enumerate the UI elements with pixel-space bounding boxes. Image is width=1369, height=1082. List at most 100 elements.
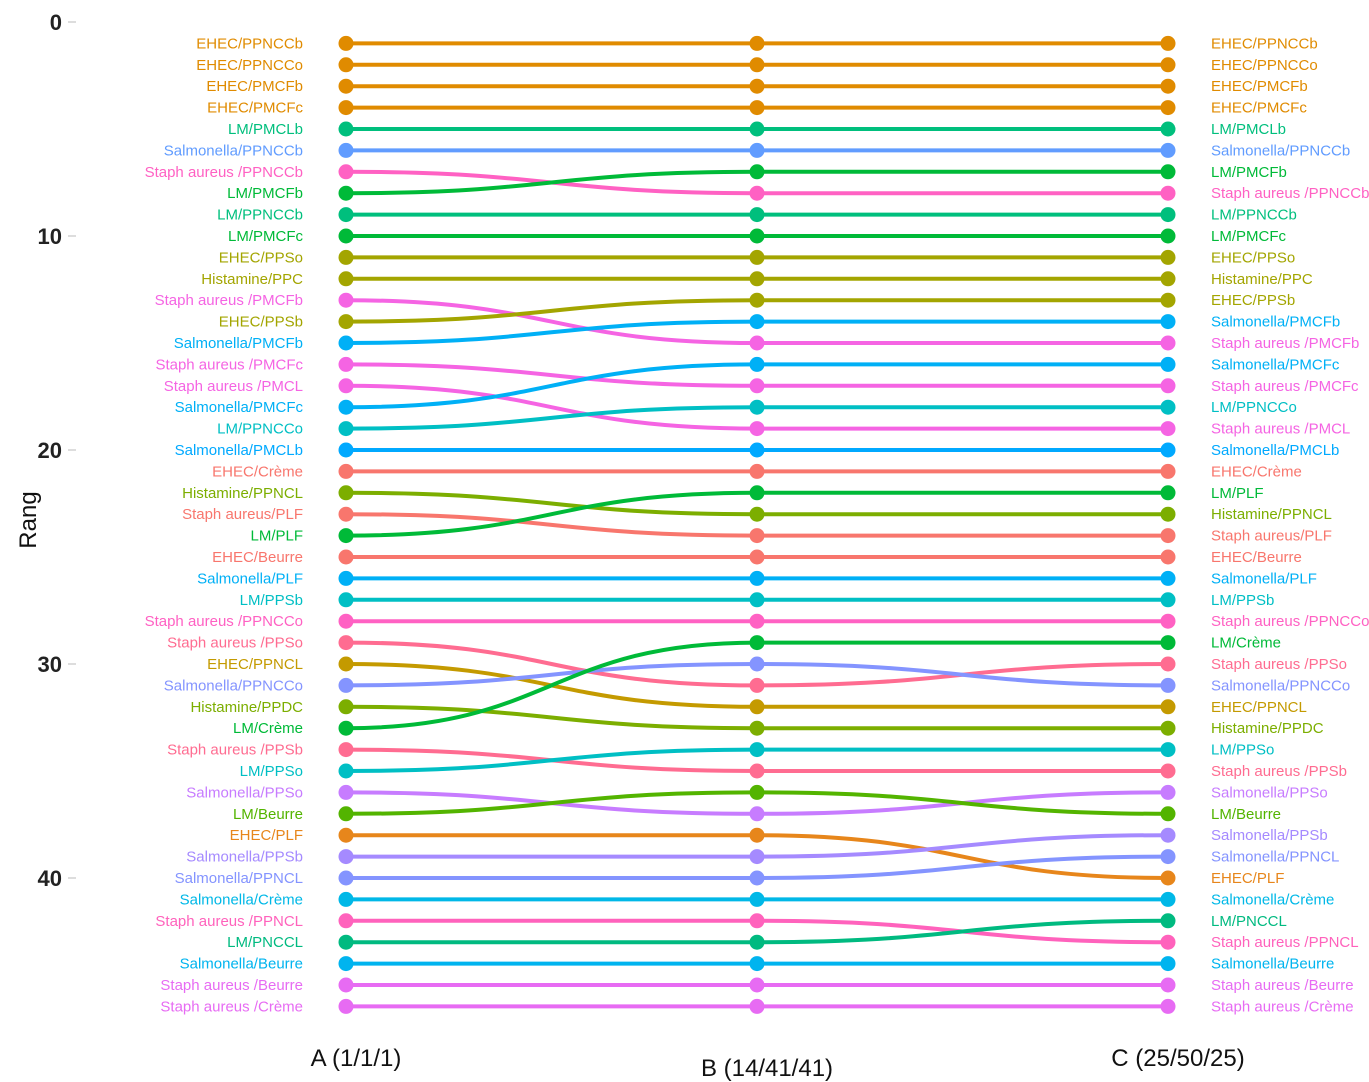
series-point-ehec-pmcfb-0 [338, 78, 354, 94]
series-point-lm-pmcfc-0 [338, 228, 354, 244]
right-label-lm-ppsb: LM/PPSb [1211, 592, 1274, 609]
left-label-ehec-ppnccb: EHEC/PPNCCb [196, 35, 303, 52]
series-point-salmonella-ppnccb-0 [338, 142, 354, 158]
left-label-staph-aureus-pmcfc: Staph aureus /PMCFc [155, 356, 303, 373]
series-point-histamine-ppncl-2 [1160, 506, 1176, 522]
series-point-staph-aureus-beurre-0 [338, 977, 354, 993]
right-label-lm-ppso: LM/PPSo [1211, 742, 1274, 759]
left-label-salmonella-ppnccb: Salmonella/PPNCCb [164, 142, 303, 159]
right-label-ehec-pmcfc: EHEC/PMCFc [1211, 100, 1307, 117]
series-point-ehec-ppncl-0 [338, 656, 354, 672]
series-point-salmonella-pmcfc-1 [749, 356, 765, 372]
series-point-lm-pmcfb-1 [749, 164, 765, 180]
series-point-lm-ppncco-0 [338, 421, 354, 437]
left-label-staph-aureus-ppnccb: Staph aureus /PPNCCb [145, 164, 303, 181]
x-axis: A (1/1/1) B (14/41/41) C (25/50/25) [311, 1045, 1245, 1082]
left-label-staph-aureus-beurre: Staph aureus /Beurre [160, 977, 303, 994]
right-label-staph-aureus-pmcfc: Staph aureus /PMCFc [1211, 378, 1359, 395]
series-point-ehec-pmcfb-2 [1160, 78, 1176, 94]
y-axis: 0 10 20 30 40 [38, 10, 76, 891]
right-label-salmonella-pmcfb: Salmonella/PMCFb [1211, 314, 1340, 331]
series-point-staph-aureus-cr-me-0 [338, 998, 354, 1014]
series-point-salmonella-pmclb-1 [749, 442, 765, 458]
series-point-lm-plf-2 [1160, 485, 1176, 501]
y-tick-label-0: 0 [50, 10, 62, 35]
left-label-salmonella-ppsb: Salmonella/PPSb [186, 849, 303, 866]
y-tick-label-20: 20 [38, 438, 62, 463]
series-point-histamine-ppc-2 [1160, 271, 1176, 287]
right-label-lm-pmclb: LM/PMCLb [1211, 121, 1286, 138]
series-point-lm-ppnccb-2 [1160, 207, 1176, 223]
series-point-ehec-plf-2 [1160, 870, 1176, 886]
series-point-histamine-ppdc-0 [338, 699, 354, 715]
series-point-salmonella-ppso-0 [338, 784, 354, 800]
series-point-staph-aureus-ppso-0 [338, 635, 354, 651]
x-category-0: A (1/1/1) [311, 1045, 402, 1072]
series-point-salmonella-ppnccb-2 [1160, 142, 1176, 158]
left-label-lm-ppso: LM/PPSo [240, 763, 303, 780]
right-label-lm-pmcfc: LM/PMCFc [1211, 228, 1287, 245]
series-point-salmonella-pmclb-2 [1160, 442, 1176, 458]
left-label-staph-aureus-plf: Staph aureus/PLF [182, 506, 303, 523]
y-tick-label-10: 10 [38, 224, 62, 249]
series-point-histamine-ppc-1 [749, 271, 765, 287]
right-label-staph-aureus-ppso: Staph aureus /PPSo [1211, 656, 1347, 673]
series-point-ehec-pmcfc-0 [338, 100, 354, 116]
left-label-staph-aureus-ppncl: Staph aureus /PPNCL [155, 913, 303, 930]
x-category-2: C (25/50/25) [1111, 1045, 1244, 1072]
series-point-salmonella-pmclb-0 [338, 442, 354, 458]
right-label-lm-beurre: LM/Beurre [1211, 806, 1281, 823]
left-label-ehec-ppncl: EHEC/PPNCL [207, 656, 303, 673]
right-label-lm-ppnccb: LM/PPNCCb [1211, 207, 1297, 224]
right-label-lm-cr-me: LM/Crème [1211, 635, 1281, 652]
left-label-ehec-beurre: EHEC/Beurre [212, 549, 303, 566]
series-point-salmonella-ppnccb-1 [749, 142, 765, 158]
left-label-lm-plf: LM/PLF [250, 528, 303, 545]
series-point-salmonella-pmcfb-1 [749, 314, 765, 330]
left-label-salmonella-pmcfb: Salmonella/PMCFb [174, 335, 303, 352]
right-label-staph-aureus-plf: Staph aureus/PLF [1211, 528, 1332, 545]
series-point-salmonella-plf-2 [1160, 570, 1176, 586]
right-label-lm-plf: LM/PLF [1211, 485, 1264, 502]
right-label-ehec-ppnccb: EHEC/PPNCCb [1211, 35, 1318, 52]
right-label-lm-pnccl: LM/PNCCL [1211, 913, 1287, 930]
x-category-1: B (14/41/41) [701, 1055, 833, 1082]
right-label-salmonella-pmclb: Salmonella/PMCLb [1211, 442, 1339, 459]
right-label-ehec-ppncl: EHEC/PPNCL [1211, 699, 1307, 716]
series-point-ehec-ppncl-2 [1160, 699, 1176, 715]
series-point-lm-pmclb-2 [1160, 121, 1176, 137]
series-point-salmonella-ppncl-0 [338, 870, 354, 886]
series-point-salmonella-beurre-0 [338, 956, 354, 972]
series-point-ehec-beurre-1 [749, 549, 765, 565]
series-point-staph-aureus-ppnccb-0 [338, 164, 354, 180]
series-point-lm-ppsb-2 [1160, 592, 1176, 608]
left-label-lm-pmclb: LM/PMCLb [228, 121, 303, 138]
series-point-ehec-ppncco-2 [1160, 57, 1176, 73]
left-label-lm-pmcfc: LM/PMCFc [228, 228, 304, 245]
left-label-staph-aureus-pmcfb: Staph aureus /PMCFb [155, 292, 303, 309]
right-label-histamine-ppc: Histamine/PPC [1211, 271, 1313, 288]
right-label-staph-aureus-pmcfb: Staph aureus /PMCFb [1211, 335, 1359, 352]
left-label-salmonella-pmclb: Salmonella/PMCLb [175, 442, 303, 459]
series-point-lm-pmcfb-2 [1160, 164, 1176, 180]
left-label-lm-beurre: LM/Beurre [233, 806, 303, 823]
left-label-lm-ppsb: LM/PPSb [240, 592, 303, 609]
right-label-salmonella-ppso: Salmonella/PPSo [1211, 784, 1328, 801]
left-label-histamine-ppdc: Histamine/PPDC [190, 699, 303, 716]
right-label-ehec-pmcfb: EHEC/PMCFb [1211, 78, 1308, 95]
right-label-ehec-cr-me: EHEC/Crème [1211, 463, 1302, 480]
series-point-salmonella-cr-me-1 [749, 891, 765, 907]
series-point-staph-aureus-beurre-1 [749, 977, 765, 993]
series-point-staph-aureus-cr-me-1 [749, 998, 765, 1014]
series-point-lm-pnccl-1 [749, 934, 765, 950]
left-label-lm-pmcfb: LM/PMCFb [227, 185, 303, 202]
series-point-staph-aureus-beurre-2 [1160, 977, 1176, 993]
left-label-ehec-ppso: EHEC/PPSo [219, 249, 303, 266]
series-point-staph-aureus-ppnccb-1 [749, 185, 765, 201]
right-label-lm-pmcfb: LM/PMCFb [1211, 164, 1287, 181]
series-point-ehec-pmcfc-2 [1160, 100, 1176, 116]
series-point-lm-ppnccb-1 [749, 207, 765, 223]
right-label-staph-aureus-beurre: Staph aureus /Beurre [1211, 977, 1354, 994]
series-point-ehec-beurre-0 [338, 549, 354, 565]
series-point-lm-ppso-0 [338, 763, 354, 779]
